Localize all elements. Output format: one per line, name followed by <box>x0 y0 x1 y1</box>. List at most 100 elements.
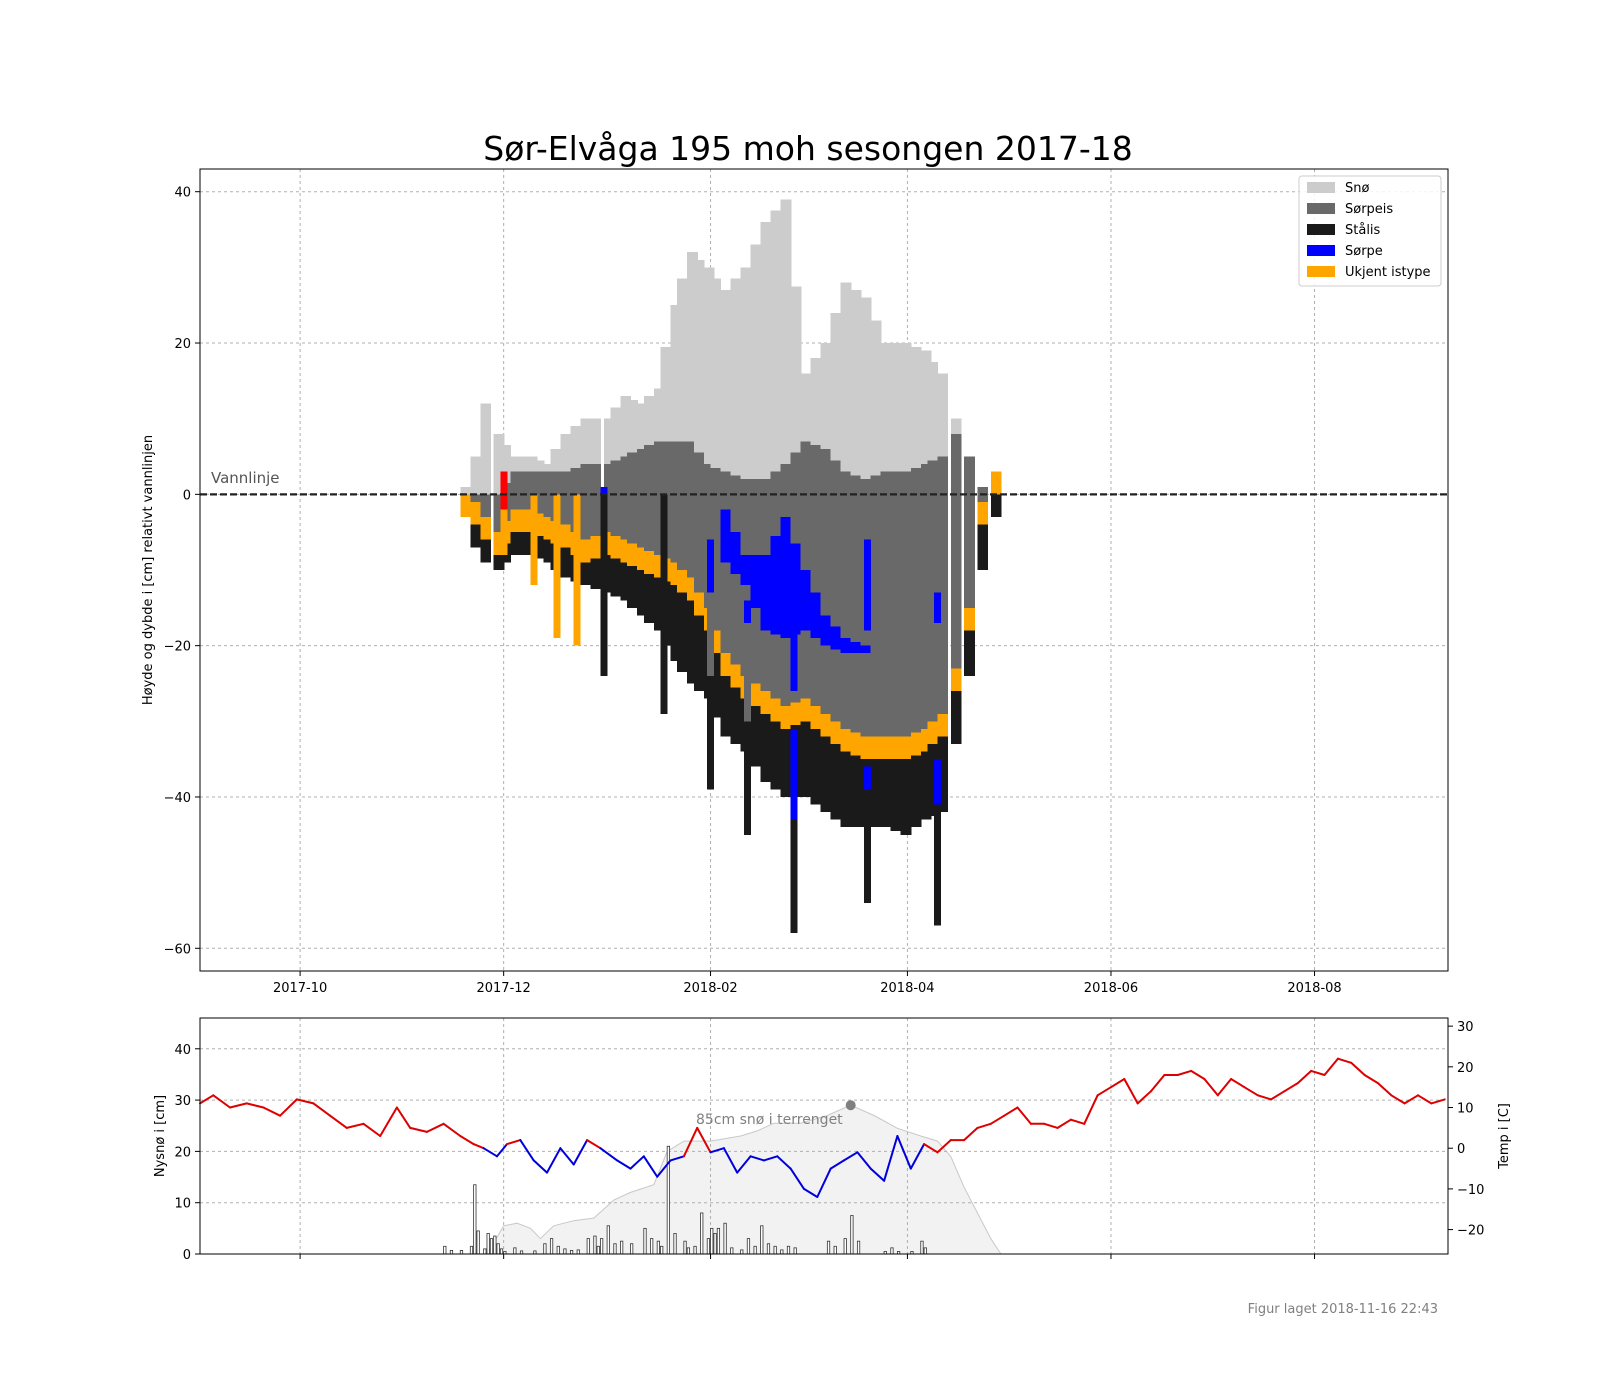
new-snow-bar <box>493 1235 497 1255</box>
sorpeis-bar <box>643 445 655 552</box>
temperature-segment <box>1296 1069 1313 1085</box>
snow-depth-area-fill <box>486 1104 1002 1255</box>
y-tick-label-right: −20 <box>1457 1224 1484 1239</box>
stalis-bar <box>977 524 989 570</box>
snow-bar <box>653 388 665 442</box>
snow-depth-annotation: 85cm snø i terrenget <box>696 1100 856 1128</box>
x-tick-label: 2018-08 <box>1287 981 1341 996</box>
chart-title: Sør-Elvåga 195 moh sesongen 2017-18 <box>483 129 1132 168</box>
sorpeis-bar <box>687 441 698 578</box>
sorpe-bar <box>750 554 762 608</box>
unknown-ice-bar <box>517 509 528 533</box>
sorpeis-bar <box>637 448 648 548</box>
snow-bar <box>580 418 592 465</box>
temperature-segment <box>572 1139 589 1166</box>
stalis-bar <box>760 713 772 782</box>
unknown-ice-bar <box>810 706 822 729</box>
drill-profile-segment <box>864 789 872 903</box>
temperature-segment <box>599 1147 619 1162</box>
sorpeis-bar <box>620 456 632 540</box>
new-snow-bar <box>923 1247 927 1255</box>
temperature-segment <box>1203 1078 1219 1097</box>
temperature-segment <box>736 1155 752 1174</box>
unknown-ice-bar <box>603 532 615 555</box>
y-tick-label: 0 <box>183 488 191 503</box>
legend-swatch <box>1307 182 1335 193</box>
temperature-segment <box>789 1167 805 1190</box>
unknown-ice-bar <box>750 683 762 707</box>
temperature-segment <box>1016 1106 1032 1125</box>
new-snow-bar <box>569 1250 574 1255</box>
new-snow-bar <box>576 1249 580 1255</box>
temperature-segment <box>1123 1078 1139 1105</box>
stalis-bar <box>670 585 682 661</box>
x-tick-label: 2018-04 <box>880 981 934 996</box>
stalis-bar <box>517 532 528 555</box>
new-snow-bar <box>786 1245 791 1255</box>
unknown-ice-bar <box>637 547 648 570</box>
temperature-segment <box>909 1143 926 1170</box>
snow-bar <box>533 460 545 472</box>
temperature-segment <box>212 1094 231 1109</box>
unknown-ice-bar <box>510 509 522 533</box>
sorpeis-bar <box>820 448 832 714</box>
temperature-segment <box>395 1106 412 1129</box>
sorpe-bar <box>860 645 872 654</box>
stalis-bar <box>810 728 822 805</box>
stalis-bar <box>480 539 491 563</box>
drill-profile-segment <box>530 494 538 586</box>
legend-swatch <box>1307 266 1335 277</box>
weather-left-axis-label: Nysnø i [cm] <box>153 1095 168 1177</box>
new-snow-bar <box>643 1227 647 1255</box>
new-snow-bar <box>716 1227 721 1255</box>
weather-right-axis-label: Temp i [C] <box>1497 1103 1512 1170</box>
temperature-segment <box>496 1143 508 1158</box>
snow-bar <box>720 290 732 472</box>
stalis-bar <box>840 751 852 828</box>
temperature-segment <box>883 1135 899 1182</box>
sorpeis-bar <box>470 494 481 502</box>
sorpeis-bar <box>560 471 572 525</box>
new-snow-bar <box>489 1238 494 1255</box>
y-tick-label: 30 <box>174 1094 191 1109</box>
snow-bar <box>780 199 792 465</box>
stalis-bar <box>800 721 812 797</box>
temperature-segment <box>1190 1069 1206 1080</box>
unknown-ice-bar <box>533 513 545 536</box>
y-tick-label-right: −10 <box>1457 1183 1484 1198</box>
unknown-ice-bar <box>820 713 832 737</box>
temperature-segment <box>229 1102 248 1109</box>
new-snow-bar <box>746 1238 751 1255</box>
sorpe-bar <box>760 554 772 631</box>
unknown-ice-bar <box>493 532 505 555</box>
drill-profile-segment <box>790 819 798 934</box>
snow-bar <box>950 418 962 434</box>
main-plot-frame <box>199 168 1449 972</box>
new-snow-bar <box>600 1238 604 1255</box>
new-snow-bar <box>723 1222 727 1255</box>
new-snow-bar <box>730 1247 734 1255</box>
stalis-bar <box>637 570 648 616</box>
temperature-segment <box>506 1139 522 1146</box>
new-snow-bar <box>710 1227 714 1255</box>
stalis-bar <box>850 755 862 828</box>
stalis-bar <box>603 554 615 593</box>
new-snow-bar <box>473 1184 477 1255</box>
temperature-segment <box>1230 1078 1246 1089</box>
x-tick-label: 2018-06 <box>1084 981 1138 996</box>
temperature-segment <box>1403 1094 1419 1105</box>
temperature-segment <box>442 1122 462 1137</box>
temperature-segment <box>976 1122 992 1129</box>
temperature-segment <box>629 1155 645 1170</box>
snow-bar <box>527 456 538 472</box>
temperature-segment <box>1256 1094 1273 1101</box>
temperature-segment <box>722 1147 739 1174</box>
drill-profile-segment <box>743 622 751 722</box>
temperature-segment <box>656 1159 672 1178</box>
drill-profile-segment <box>707 539 715 593</box>
stalis-bar <box>627 566 638 608</box>
stalis-bar <box>720 675 732 737</box>
sorpe-bar <box>780 517 792 639</box>
new-snow-bar <box>826 1240 831 1255</box>
sorpeis-bar <box>480 494 491 518</box>
